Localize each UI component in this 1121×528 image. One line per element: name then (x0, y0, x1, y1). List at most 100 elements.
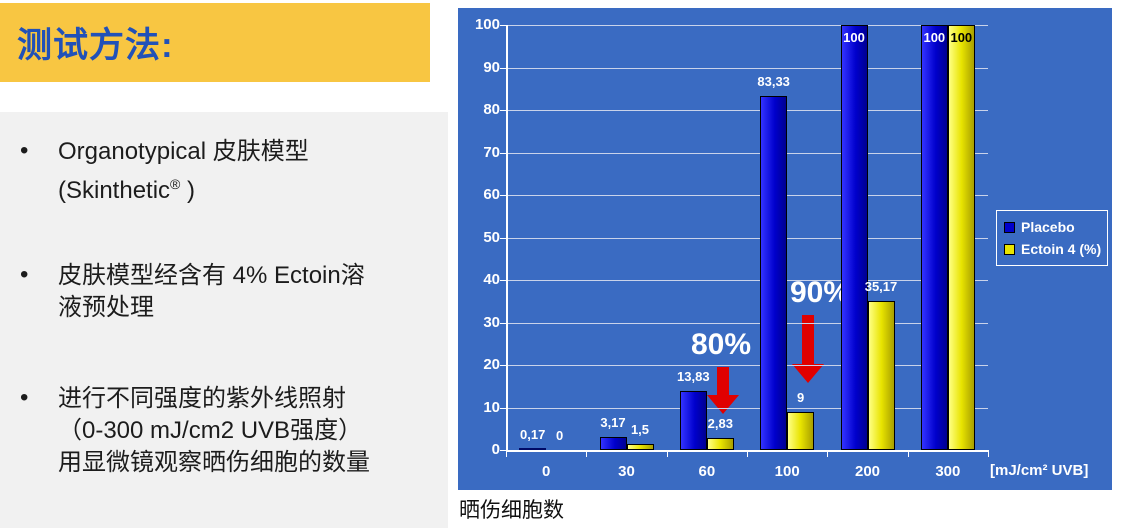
x-tick (988, 452, 989, 457)
y-tick (500, 195, 506, 196)
legend-swatch (1004, 221, 1015, 233)
bar-value-label: 2,83 (707, 415, 733, 431)
y-tick (500, 280, 506, 281)
down-arrow-icon (707, 367, 739, 414)
bullet-line: (Skinthetic® ) (58, 176, 196, 204)
bar-ectoin-60 (706, 437, 734, 450)
chart-caption: 晒伤细胞数 (459, 499, 564, 522)
bullet-item: • 皮肤模型经含有 4% Ectoin溶 液预处理 (20, 260, 440, 324)
gridline-60 (506, 195, 988, 196)
y-axis-label: 80 (483, 101, 500, 118)
bullet-list: • Organotypical 皮肤模型 (Skinthetic® ) • 皮肤模型经含… (0, 112, 448, 528)
x-tick (827, 452, 829, 457)
bullet-marker: • (20, 384, 29, 411)
y-tick (500, 237, 506, 239)
chart-legend: Placebo Ectoin 4 (%) (996, 210, 1108, 266)
bullet-item: • 进行不同强度的紫外线照射 （0-300 mJ/cm2 UVB强度） 用显微镜观察晒… (20, 383, 440, 479)
bar-ectoin-200 (867, 300, 895, 450)
gridline-50 (506, 237, 988, 239)
bullet-line: 进行不同强度的紫外线照射 (58, 385, 346, 412)
bullet-marker: • (20, 261, 29, 288)
y-tick (500, 322, 506, 324)
bar-value-label: 100 (843, 30, 865, 45)
y-tick (500, 450, 506, 451)
bar-value-label: 100 (950, 30, 973, 45)
legend-swatch (1004, 243, 1015, 255)
legend-item: Ectoin 4 (%) (1004, 238, 1102, 260)
bar-placebo-0 (519, 448, 547, 450)
y-tick (500, 365, 506, 366)
gridline-80 (506, 110, 988, 111)
arrow-head (707, 395, 739, 414)
x-tick (586, 452, 588, 457)
bar-value-label: 100 (923, 30, 946, 45)
bullet-line: Organotypical 皮肤模型 (58, 138, 309, 165)
bullet-text: 进行不同强度的紫外线照射 （0-300 mJ/cm2 UVB强度） 用显微镜观察晒伤… (58, 383, 440, 479)
y-tick (500, 25, 506, 26)
y-axis-label: 60 (483, 186, 500, 203)
legend-label: Ectoin 4 (%) (1021, 241, 1102, 257)
gridline-20 (506, 365, 988, 366)
bar-placebo-200 (840, 25, 868, 450)
x-axis-label: 200 (854, 463, 881, 480)
bar-value-label: 35,17 (864, 278, 898, 294)
bullet-text: 皮肤模型经含有 4% Ectoin溶 液预处理 (58, 260, 440, 324)
y-axis-label: 90 (483, 58, 500, 76)
title-banner: 测试方法: (0, 3, 430, 82)
bullet-line: 皮肤模型经含有 4% Ectoin溶 (58, 262, 365, 289)
y-axis-label: 30 (483, 313, 500, 331)
bullet-item: • Organotypical 皮肤模型 (Skinthetic® ) (20, 136, 440, 207)
bullet-line: （0-300 mJ/cm2 UVB强度） (58, 417, 363, 444)
x-tick (506, 452, 507, 457)
reduction-annotation-80: 80% (691, 328, 752, 361)
arrow-shaft (802, 315, 814, 365)
bullet-text: Organotypical 皮肤模型 (Skinthetic® ) (58, 136, 440, 207)
bar-ectoin-30 (626, 443, 654, 450)
gridline-70 (506, 152, 988, 154)
arrow-head (792, 364, 824, 383)
bullet-marker: • (20, 137, 29, 164)
bar-ectoin-100 (787, 411, 815, 450)
down-arrow-icon (792, 315, 824, 383)
bar-value-label: 1,5 (630, 421, 650, 437)
bar-value-label: 13,83 (677, 369, 710, 385)
bar-placebo-30 (599, 436, 627, 450)
y-axis-label: 70 (483, 143, 500, 161)
x-axis-label: 0 (541, 463, 551, 480)
gridline-10 (506, 407, 988, 409)
bar-placebo-60 (679, 391, 707, 450)
bar-placebo-100 (760, 95, 788, 450)
bar-value-label: 3,17 (600, 414, 626, 430)
y-axis-label: 50 (483, 228, 500, 246)
y-axis-label: 100 (474, 16, 500, 33)
y-axis-label: 40 (483, 271, 500, 288)
y-axis-label: 20 (483, 356, 500, 373)
y-axis-label: 0 (491, 441, 500, 458)
x-tick (747, 452, 748, 457)
bar-value-label: 83,33 (757, 73, 790, 89)
gridline-100 (506, 25, 988, 26)
y-axis-line (506, 25, 508, 452)
x-tick (666, 452, 668, 457)
x-axis-unit-label: [mJ/cm² UVB] (990, 462, 1089, 479)
y-tick (500, 407, 506, 409)
bar-chart: 80% 90% [mJ/cm² UVB] Placebo Ectoin 4 (%)… (458, 8, 1112, 490)
bullet-line: 液预处理 (58, 294, 154, 321)
gridline-90 (506, 67, 988, 69)
x-axis-label: 30 (618, 463, 635, 480)
y-tick (500, 152, 506, 154)
x-axis-label: 60 (698, 463, 716, 480)
bar-value-label: 9 (797, 389, 805, 405)
bar-value-label: 0,17 (520, 427, 546, 443)
bar-value-label: 0 (556, 428, 564, 443)
x-axis-label: 300 (935, 463, 961, 480)
legend-item: Placebo (1004, 216, 1100, 238)
bar-ectoin-300 (947, 25, 975, 450)
registered-mark: ® (170, 176, 181, 192)
x-axis-line (506, 450, 989, 452)
y-axis-label: 10 (483, 398, 500, 416)
page-title: 测试方法: (17, 26, 174, 65)
reduction-annotation-90: 90% (790, 276, 851, 309)
arrow-shaft (717, 367, 729, 396)
